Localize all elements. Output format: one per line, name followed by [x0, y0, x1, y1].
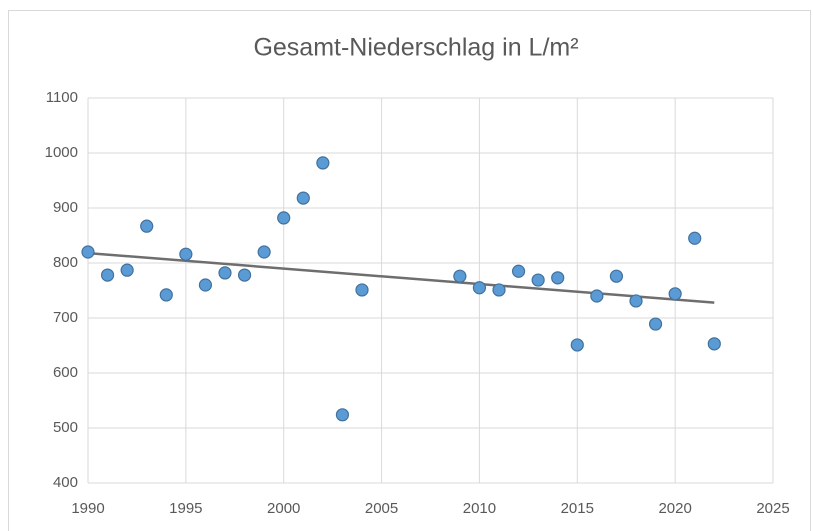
x-tick-label: 2025	[756, 500, 789, 517]
x-tick-label: 2010	[463, 500, 496, 517]
data-point	[531, 273, 545, 287]
data-point	[237, 268, 252, 282]
x-tick-label: 1990	[71, 500, 104, 517]
chart-border	[8, 10, 811, 531]
y-tick-label: 700	[53, 309, 78, 326]
data-point	[81, 245, 95, 259]
x-tick-label: 2020	[658, 500, 691, 517]
data-point	[277, 211, 291, 225]
data-point	[688, 231, 702, 245]
y-tick-label: 800	[53, 254, 78, 271]
data-point	[159, 288, 173, 302]
y-tick-label: 1000	[45, 144, 78, 161]
data-point	[492, 283, 506, 297]
y-tick-label: 600	[53, 364, 78, 381]
x-tick-label: 2005	[365, 500, 398, 517]
data-point	[707, 337, 721, 351]
data-point	[570, 338, 584, 352]
chart-title: Gesamt-Niederschlag in L/m²	[253, 34, 578, 62]
data-point	[453, 269, 467, 283]
y-tick-label: 400	[53, 474, 78, 491]
data-point	[668, 287, 682, 301]
x-tick-label: 1995	[169, 500, 202, 517]
trendline	[87, 251, 715, 304]
data-point	[355, 283, 369, 297]
data-point	[551, 271, 565, 285]
x-tick-label: 2000	[267, 500, 300, 517]
data-point	[257, 245, 271, 259]
data-point	[198, 278, 213, 292]
data-point	[609, 269, 624, 283]
data-point	[511, 264, 526, 278]
data-point	[472, 281, 487, 295]
y-tick-label: 1100	[46, 89, 78, 106]
data-point	[335, 408, 350, 422]
data-point	[140, 219, 154, 233]
data-point	[590, 289, 604, 303]
data-point	[629, 294, 643, 308]
data-point	[218, 266, 232, 280]
data-point	[296, 191, 310, 205]
data-point	[120, 263, 134, 277]
y-tick-label: 500	[53, 419, 78, 436]
data-point	[316, 156, 330, 170]
x-tick-label: 2015	[561, 500, 594, 517]
data-point	[100, 268, 115, 282]
y-tick-label: 900	[53, 199, 78, 216]
data-point	[179, 247, 193, 261]
data-point	[648, 317, 663, 331]
